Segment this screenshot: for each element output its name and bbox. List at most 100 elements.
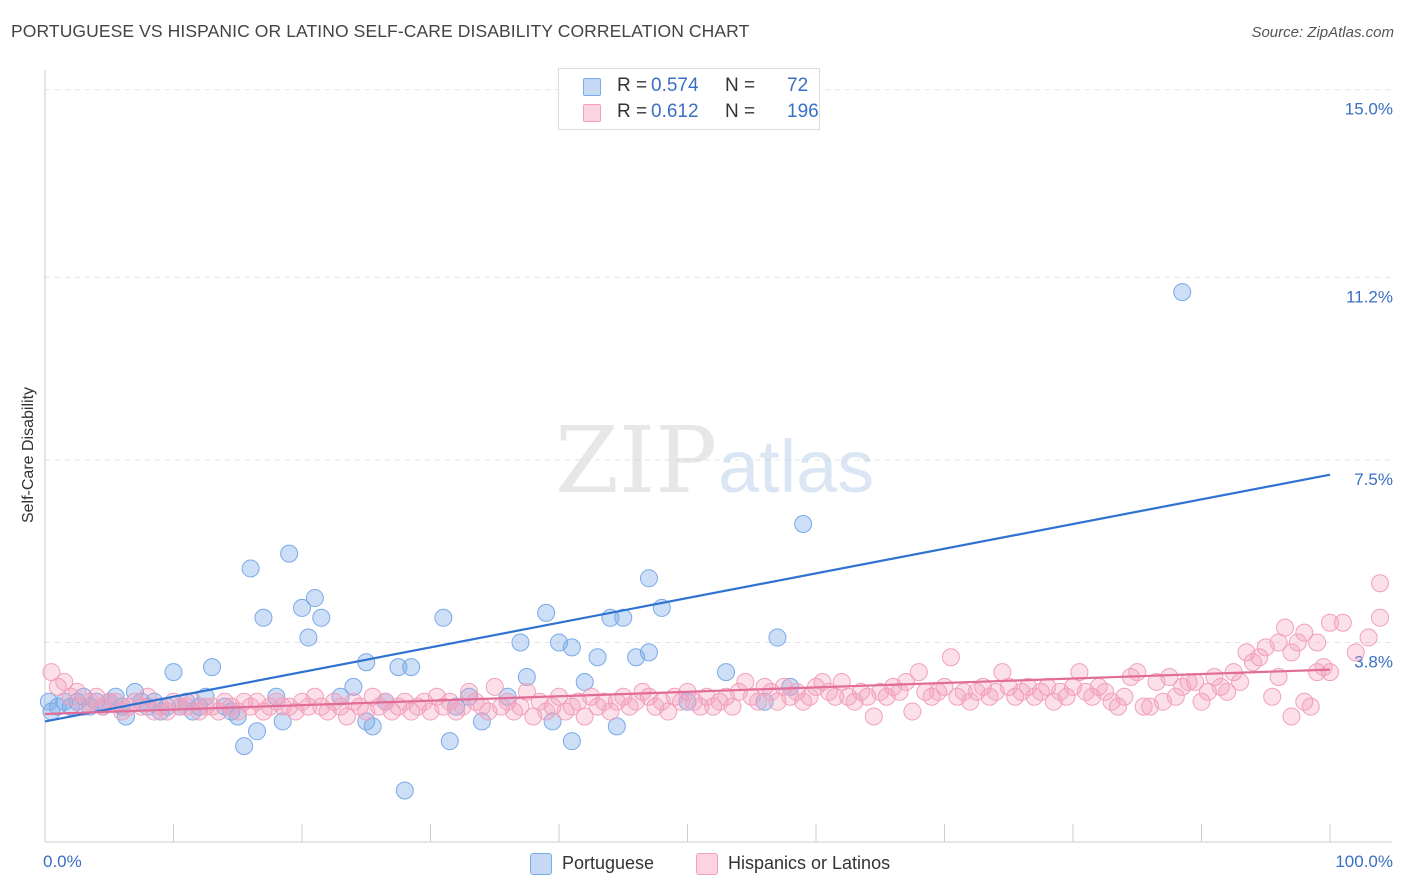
chart-title: PORTUGUESE VS HISPANIC OR LATINO SELF-CA…: [11, 21, 750, 41]
portuguese-legend-label: Portuguese: [562, 853, 655, 873]
hispanic-point: [1321, 613, 1339, 632]
hispanic-point: [1282, 707, 1301, 726]
hispanic-points: [42, 574, 1389, 726]
portuguese-point: [639, 643, 658, 662]
portuguese-point: [1173, 283, 1192, 302]
portuguese-point: [164, 663, 183, 682]
hispanic-point: [1231, 672, 1250, 691]
hispanic-point: [903, 702, 922, 721]
hispanic-point: [337, 707, 356, 726]
hispanic-point: [1115, 687, 1134, 706]
hispanic-point: [1250, 648, 1269, 667]
hispanic-point: [1333, 613, 1352, 632]
hispanic-point: [1096, 682, 1115, 701]
portuguese-point: [273, 712, 292, 731]
axes: [44, 70, 1392, 843]
hispanic-point: [1070, 663, 1089, 682]
hispanic-point: [1288, 633, 1307, 652]
hispanic-point: [1359, 628, 1378, 647]
portuguese-point: [299, 628, 318, 647]
portuguese-point: [280, 544, 299, 563]
hispanic-point: [909, 663, 928, 682]
portuguese-point: [588, 648, 607, 667]
hispanic-point: [1321, 663, 1339, 682]
hispanic-point: [749, 692, 768, 711]
hispanic-point: [1295, 623, 1314, 642]
portuguese-point: [305, 589, 324, 608]
hispanic-point: [890, 682, 909, 701]
hispanic-point: [1057, 687, 1076, 706]
hispanic-point: [1160, 668, 1179, 687]
hispanic-point: [68, 682, 87, 701]
hispanic-point: [1308, 633, 1327, 652]
hispanic-point: [691, 697, 710, 716]
gridlines: [45, 89, 1392, 643]
portuguese-point: [363, 717, 382, 736]
portuguese-point: [472, 712, 491, 731]
hispanic-point: [517, 682, 536, 701]
hispanic-point: [1371, 608, 1389, 627]
portuguese-point: [768, 628, 787, 647]
portuguese-point: [434, 608, 453, 627]
portuguese-point: [235, 737, 254, 756]
portuguese-point: [562, 732, 581, 751]
x-tick-max: 100.0%: [1335, 852, 1393, 871]
hispanic-point: [864, 707, 883, 726]
y-tick-label: 11.2%: [1346, 287, 1393, 306]
x-tick-min: 0.0%: [43, 852, 82, 871]
portuguese-point: [402, 658, 421, 677]
hispanic-point: [659, 702, 678, 721]
portuguese-point: [543, 712, 562, 731]
stats-legend: R = 0.574 N = 72 R = 0.612 N = 196: [558, 68, 820, 130]
portuguese-point: [312, 608, 331, 627]
hispanic-point: [723, 697, 742, 716]
y-tick-label: 3.8%: [1354, 652, 1393, 671]
portuguese-point: [511, 633, 530, 652]
watermark: ZIP atlas: [555, 407, 874, 514]
portuguese-point: [517, 668, 536, 687]
portuguese-points: [39, 283, 1192, 800]
hispanic-swatch: [583, 104, 601, 122]
hispanic-point: [1128, 663, 1147, 682]
hispanic-point: [1108, 697, 1127, 716]
portuguese-point: [537, 603, 556, 622]
hispanic-point: [1269, 633, 1288, 652]
hispanic-point: [299, 697, 318, 716]
hispanic-point: [1192, 692, 1211, 711]
hispanic-r-value: 0.612: [651, 101, 699, 122]
portuguese-point: [357, 653, 376, 672]
hispanic-point: [672, 692, 691, 711]
hispanic-legend-swatch: [696, 853, 718, 875]
hispanic-point: [601, 702, 620, 721]
portuguese-point: [389, 658, 408, 677]
portuguese-point: [203, 658, 222, 677]
portuguese-point: [639, 569, 658, 588]
hispanic-point: [1134, 697, 1153, 716]
hispanic-point: [1301, 697, 1320, 716]
hispanic-trend-line: [44, 668, 1331, 716]
portuguese-point: [293, 598, 311, 617]
hispanic-point: [826, 687, 845, 706]
portuguese-n-value: 72: [787, 75, 809, 96]
hispanic-point: [941, 648, 960, 667]
hispanic-point: [1346, 643, 1365, 662]
hispanic-point: [1263, 687, 1282, 706]
n-label: N =: [725, 101, 756, 122]
y-tick-labels: 15.0% 11.2% 7.5% 3.8%: [1345, 100, 1393, 672]
portuguese-point: [562, 638, 581, 657]
hispanic-point: [961, 692, 980, 711]
hispanic-point: [896, 672, 915, 691]
hispanic-n-value: 196: [787, 101, 819, 122]
portuguese-r-value: 0.574: [651, 75, 699, 96]
hispanic-point: [1269, 668, 1288, 687]
hispanic-point: [1282, 643, 1301, 662]
n-label: N =: [725, 75, 756, 96]
portuguese-point: [344, 677, 363, 696]
hispanic-point: [594, 692, 613, 711]
portuguese-point: [254, 608, 273, 627]
hispanic-point: [42, 663, 61, 682]
portuguese-point: [794, 515, 813, 534]
r-label: R =: [617, 101, 648, 122]
portuguese-trend-line: [44, 473, 1331, 723]
